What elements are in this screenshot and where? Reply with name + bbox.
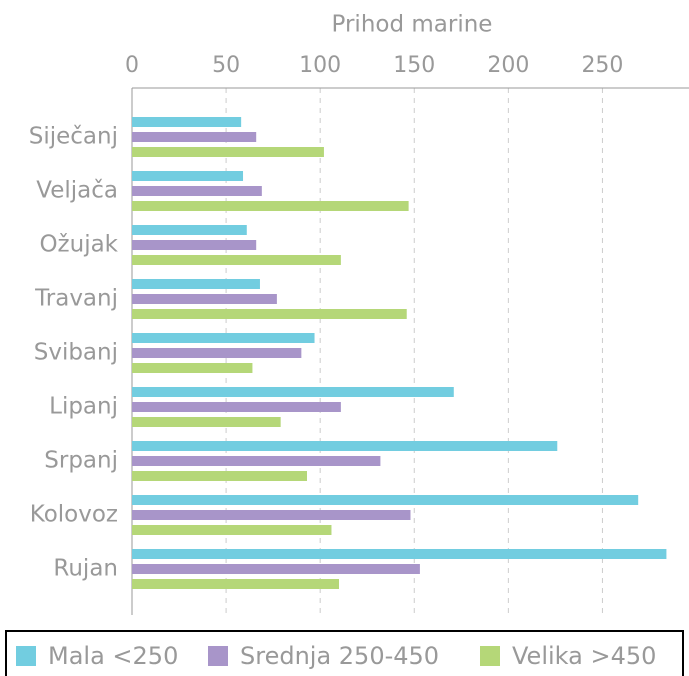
y-tick-label: Travanj [34, 286, 118, 312]
x-tick-label: 100 [299, 53, 341, 78]
legend-label: Velika >450 [512, 642, 656, 670]
y-tick-label: Ožujak [39, 232, 118, 258]
y-tick-label: Siječanj [29, 124, 118, 150]
x-tick-label: 200 [487, 53, 529, 78]
legend-label: Mala <250 [48, 642, 178, 670]
legend-label: Srednja 250-450 [240, 642, 439, 670]
legend-swatch [480, 646, 500, 666]
y-tick-label: Lipanj [49, 394, 118, 420]
bar [132, 564, 420, 574]
bar [132, 510, 411, 520]
bar [132, 363, 253, 373]
bar [132, 333, 315, 343]
bar [132, 225, 247, 235]
y-tick-label: Svibanj [34, 340, 118, 366]
bar [132, 525, 332, 535]
bar [132, 279, 260, 289]
bar [132, 348, 302, 358]
legend-swatch [208, 646, 228, 666]
bar [132, 441, 558, 451]
x-tick-label: 250 [581, 53, 623, 78]
bar [132, 171, 244, 181]
x-tick-label: 0 [125, 53, 139, 78]
bar [132, 240, 257, 250]
bar [132, 471, 308, 481]
bar [132, 294, 277, 304]
y-tick-label: Veljača [36, 178, 118, 204]
x-tick-label: 150 [393, 53, 435, 78]
bar [132, 579, 339, 589]
bar [132, 402, 341, 412]
bar [132, 132, 257, 142]
x-tick-label: 50 [212, 53, 240, 78]
bar [132, 117, 242, 127]
legend-swatch [16, 646, 36, 666]
legend-box [5, 630, 684, 676]
axis-title: Prihod marine [332, 12, 493, 38]
y-tick-label: Rujan [53, 556, 118, 582]
bar [132, 147, 324, 157]
y-tick-label: Kolovoz [30, 502, 118, 528]
bar [132, 387, 454, 397]
bar [132, 186, 262, 196]
bar [132, 495, 639, 505]
bar [132, 309, 407, 319]
bar [132, 417, 281, 427]
bar [132, 201, 409, 211]
y-tick-label: Srpanj [44, 448, 118, 474]
bar [132, 456, 381, 466]
bar [132, 255, 341, 265]
bar [132, 549, 667, 559]
